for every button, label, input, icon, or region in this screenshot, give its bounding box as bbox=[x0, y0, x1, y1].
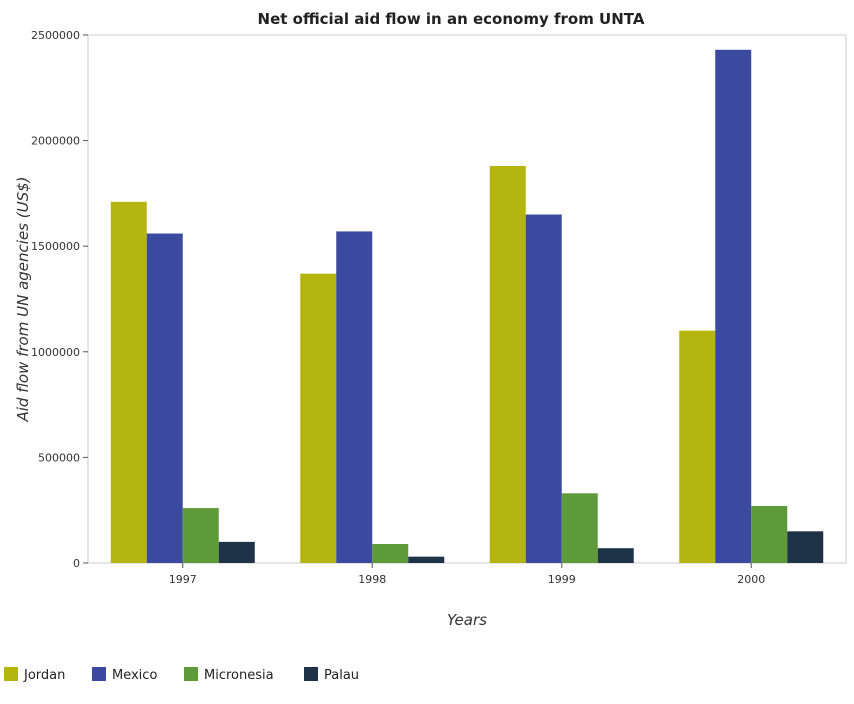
bar-mexico-1997 bbox=[146, 233, 183, 563]
chart-title: Net official aid flow in an economy from… bbox=[258, 10, 645, 28]
bar-jordan-1997 bbox=[110, 201, 147, 563]
legend-swatch-palau bbox=[304, 667, 318, 681]
bar-mexico-1998 bbox=[336, 231, 373, 563]
bar-jordan-2000 bbox=[679, 330, 716, 563]
y-tick-label: 500000 bbox=[38, 451, 80, 464]
legend-swatch-micronesia bbox=[184, 667, 198, 681]
bar-jordan-1999 bbox=[489, 165, 526, 563]
y-tick-label: 0 bbox=[73, 557, 80, 570]
x-axis-label: Years bbox=[447, 611, 487, 629]
x-tick-label: 1999 bbox=[548, 573, 576, 586]
bar-micronesia-1999 bbox=[561, 493, 598, 563]
bar-micronesia-1997 bbox=[182, 508, 219, 563]
bar-micronesia-1998 bbox=[372, 543, 409, 563]
x-tick-label: 1997 bbox=[169, 573, 197, 586]
bar-palau-2000 bbox=[787, 531, 824, 563]
bars-group bbox=[110, 49, 824, 564]
bar-palau-1999 bbox=[597, 548, 634, 563]
legend-swatch-jordan bbox=[4, 667, 18, 681]
x-axis: 1997 1998 1999 2000 bbox=[169, 563, 765, 586]
legend: Jordan Mexico Micronesia Palau bbox=[4, 667, 359, 683]
bar-palau-1998 bbox=[408, 556, 445, 563]
y-tick-label: 1000000 bbox=[31, 346, 80, 359]
y-axis-label: Aid flow from UN agencies (US$) bbox=[14, 176, 32, 422]
bar-mexico-2000 bbox=[715, 49, 752, 564]
y-tick-label: 2000000 bbox=[31, 135, 80, 148]
x-tick-label: 1998 bbox=[358, 573, 386, 586]
legend-label-micronesia: Micronesia bbox=[204, 668, 274, 683]
y-axis: 0 500000 1000000 1500000 2000000 2500000 bbox=[31, 29, 88, 570]
y-tick-label: 2500000 bbox=[31, 29, 80, 42]
bar-palau-1997 bbox=[218, 541, 255, 563]
legend-label-jordan: Jordan bbox=[23, 668, 65, 683]
legend-label-palau: Palau bbox=[324, 668, 359, 683]
legend-swatch-mexico bbox=[92, 667, 106, 681]
x-tick-label: 2000 bbox=[737, 573, 765, 586]
bar-micronesia-2000 bbox=[751, 505, 788, 563]
bar-jordan-1998 bbox=[300, 273, 337, 563]
legend-label-mexico: Mexico bbox=[112, 668, 157, 683]
y-tick-label: 1500000 bbox=[31, 240, 80, 253]
bar-mexico-1999 bbox=[525, 214, 562, 563]
